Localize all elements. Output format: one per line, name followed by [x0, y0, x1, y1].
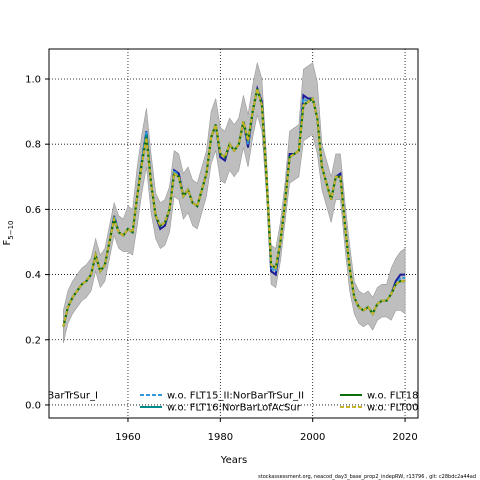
confidence-band — [63, 62, 406, 344]
legend-label: w.o. FLT00 — [367, 403, 419, 414]
x-axis-label: Years — [220, 455, 247, 466]
plot-frame — [48, 48, 419, 419]
y-axis-label-main: F — [2, 240, 13, 246]
y-axis-label: F5−10 — [2, 221, 15, 246]
y-tick-label: 0.8 — [25, 140, 41, 151]
legend-label: w.o. FLT15_II:NorBarTrSur_II — [167, 391, 304, 402]
y-tick-label: 0.2 — [25, 335, 41, 346]
footer: stockassessment.org, neacod_day3_base_pr… — [258, 474, 476, 480]
series-line — [62, 88, 406, 327]
y-tick-label: 0.4 — [25, 270, 41, 281]
plot-area: BarTrSur_I w.o. FLT15_II:NorBarTrSur_IIw.… — [47, 49, 419, 418]
x-tick-label: 1980 — [208, 432, 233, 443]
legend-label: BarTrSur_I — [47, 391, 98, 402]
legend-label: w.o. FLT16:NorBarLofAcSur — [167, 403, 302, 414]
y-axis-label-sub: 5−10 — [7, 221, 15, 240]
y-tick-label: 0.6 — [25, 205, 41, 216]
y-tick-label: 0.0 — [25, 400, 41, 411]
x-tick-label: 1960 — [115, 432, 140, 443]
x-tick-label: 2000 — [300, 432, 325, 443]
legend-label: w.o. FLT18 — [367, 391, 419, 402]
x-tick-label: 2020 — [392, 432, 417, 443]
y-tick-label: 1.0 — [25, 74, 41, 85]
